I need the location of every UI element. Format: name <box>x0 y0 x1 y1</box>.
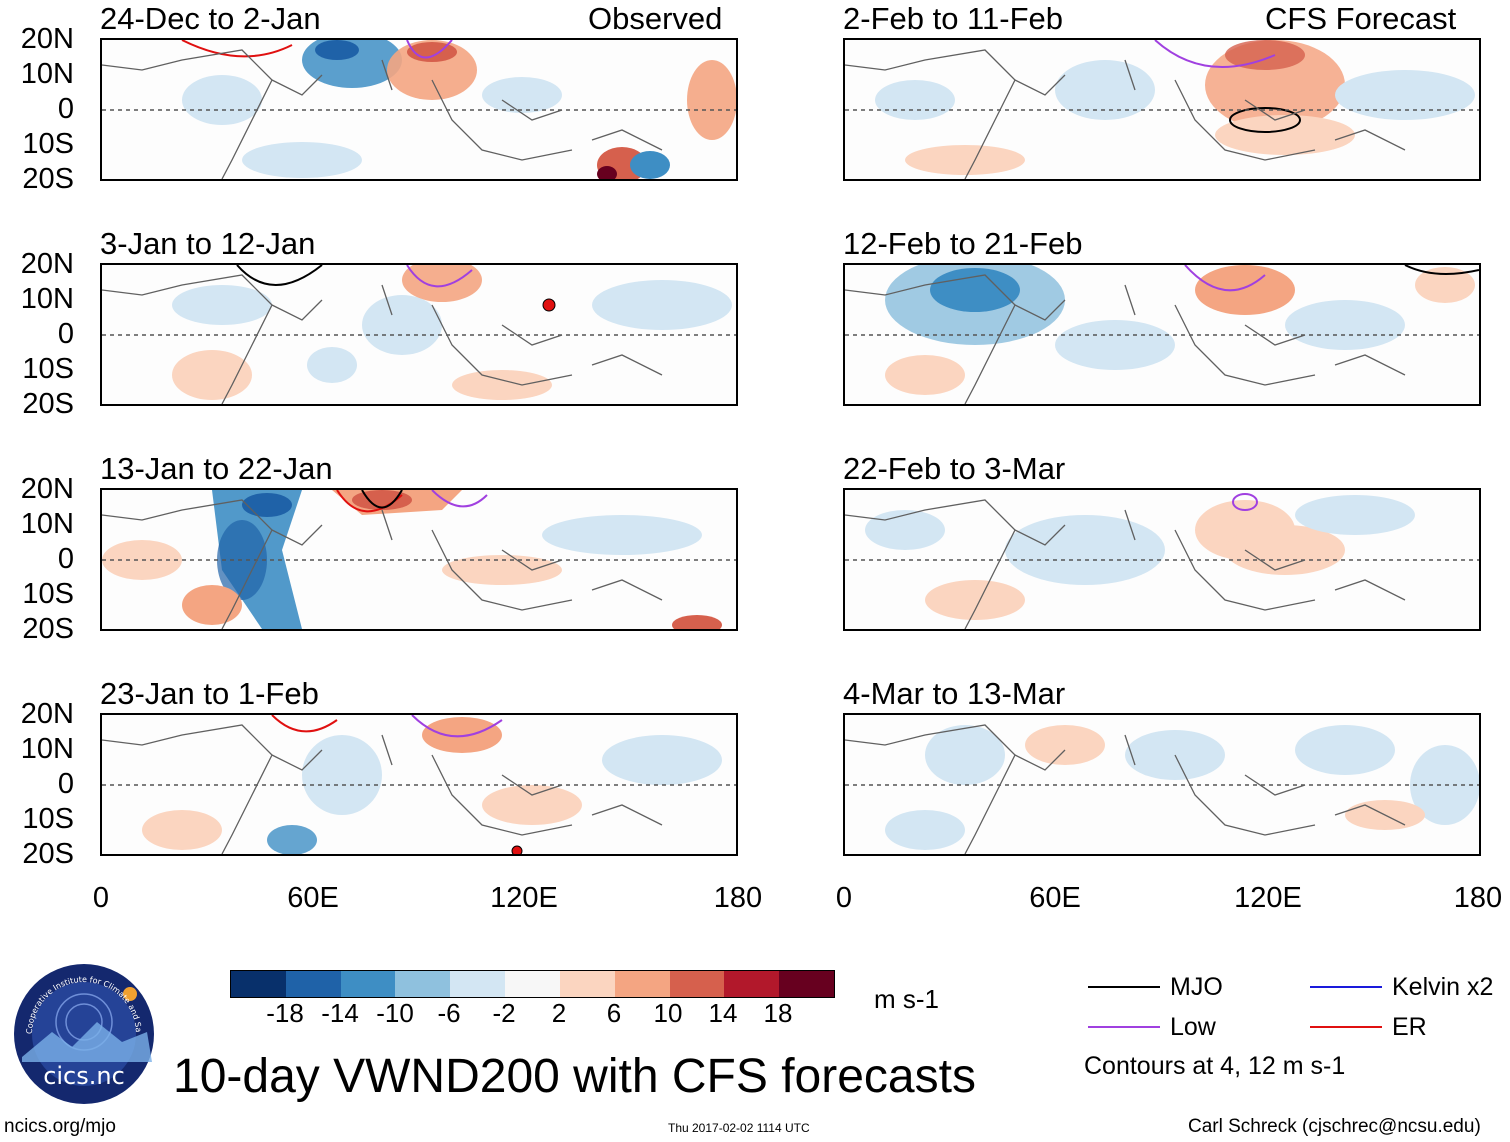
panel-title-7: 22-Feb to 3-Mar <box>843 451 1066 486</box>
colorbar-swatch <box>559 971 615 997</box>
colorbar-units: m s-1 <box>874 984 939 1014</box>
panel-title-8: 4-Mar to 13-Mar <box>843 676 1066 711</box>
lon-label: 60E <box>1029 882 1081 914</box>
colorbar-label: -6 <box>437 998 461 1028</box>
logo-text: cics.nc <box>43 1062 125 1090</box>
lat-label: 10N <box>20 733 74 765</box>
lon-label: 60E <box>287 882 339 914</box>
legend-label-er: ER <box>1392 1013 1427 1041</box>
colorbar-swatch <box>724 971 780 997</box>
colorbar-swatch <box>395 971 451 997</box>
lon-label: 120E <box>490 882 558 914</box>
legend-line-low <box>1088 1026 1160 1028</box>
colorbar-label: 14 <box>708 998 738 1028</box>
lat-label: 20S <box>22 388 74 420</box>
map-panel-1 <box>100 38 738 181</box>
panel-title-1: 24-Dec to 2-Jan <box>100 1 321 36</box>
lat-label: 10N <box>20 58 74 90</box>
lat-label: 10N <box>20 283 74 315</box>
lon-label: 120E <box>1234 882 1302 914</box>
panel-title-3: 13-Jan to 22-Jan <box>100 451 333 486</box>
colorbar <box>230 970 835 998</box>
cics-logo: Cooperative Institute for Climate and Sa… <box>10 955 157 1107</box>
lat-label: 10S <box>22 578 74 610</box>
lat-label: 10S <box>22 128 74 160</box>
lat-label: 20S <box>22 613 74 645</box>
panel-title-4: 23-Jan to 1-Feb <box>100 676 319 711</box>
legend-label-low: Low <box>1170 1013 1216 1041</box>
colorbar-label: -18 <box>266 998 304 1028</box>
colorbar-label: 6 <box>606 998 622 1028</box>
colorbar-label: 2 <box>551 998 567 1028</box>
lat-label: 10S <box>22 803 74 835</box>
map-panel-8 <box>843 713 1481 856</box>
lat-label: 10S <box>22 353 74 385</box>
lat-label: 10N <box>20 508 74 540</box>
colorbar-label: -10 <box>376 998 414 1028</box>
lon-label: 0 <box>835 882 853 914</box>
panel-title-2: 3-Jan to 12-Jan <box>100 226 316 261</box>
legend-label-mjo: MJO <box>1170 973 1223 1001</box>
lat-label: 20N <box>20 23 74 55</box>
lat-label: 20N <box>20 248 74 280</box>
colorbar-label: -14 <box>321 998 359 1028</box>
panel-title-6: 12-Feb to 21-Feb <box>843 226 1083 261</box>
colorbar-swatch <box>614 971 670 997</box>
colorbar-swatch <box>450 971 506 997</box>
footer-url[interactable]: ncics.org/mjo <box>4 1116 116 1137</box>
lat-label: 0 <box>57 543 74 575</box>
legend-label-kelvin: Kelvin x2 <box>1392 973 1494 1001</box>
colorbar-swatch <box>231 971 286 997</box>
main-title: 10-day VWND200 with CFS forecasts <box>173 1050 976 1103</box>
colorbar-swatch <box>669 971 725 997</box>
footer-timestamp: Thu 2017-02-02 1114 UTC <box>668 1121 810 1135</box>
map-panel-4 <box>100 713 738 856</box>
legend-line-kelvin <box>1310 986 1382 988</box>
panel-title-5: 2-Feb to 11-Feb <box>843 1 1063 36</box>
map-panel-7 <box>843 488 1481 631</box>
colorbar-swatch <box>505 971 560 997</box>
legend-line-mjo <box>1088 986 1160 988</box>
lat-label: 20N <box>20 698 74 730</box>
lat-label: 0 <box>57 318 74 350</box>
map-panel-6 <box>843 263 1481 406</box>
lat-label: 20S <box>22 838 74 870</box>
colorbar-swatch <box>779 971 834 997</box>
colorbar-label: 10 <box>653 998 683 1028</box>
map-panel-3 <box>100 488 738 631</box>
lon-label: 0 <box>92 882 110 914</box>
lat-label: 20N <box>20 473 74 505</box>
lat-label: 0 <box>57 93 74 125</box>
map-panel-5 <box>843 38 1481 181</box>
lon-label: 180 <box>1453 882 1503 914</box>
lon-label: 180 <box>713 882 763 914</box>
footer-credit: Carl Schreck (cjschrec@ncsu.edu) <box>1188 1116 1481 1137</box>
legend-line-er <box>1310 1026 1382 1028</box>
lat-label: 20S <box>22 163 74 195</box>
colorbar-label: -2 <box>492 998 516 1028</box>
colorbar-swatch <box>340 971 396 997</box>
panel-tag-cfs-forecast: CFS Forecast <box>1265 1 1457 36</box>
lat-label: 0 <box>57 768 74 800</box>
map-panel-2 <box>100 263 738 406</box>
panel-tag-observed: Observed <box>588 1 723 36</box>
colorbar-swatch <box>285 971 341 997</box>
legend-note: Contours at 4, 12 m s-1 <box>1084 1052 1346 1080</box>
colorbar-label: 18 <box>763 998 793 1028</box>
